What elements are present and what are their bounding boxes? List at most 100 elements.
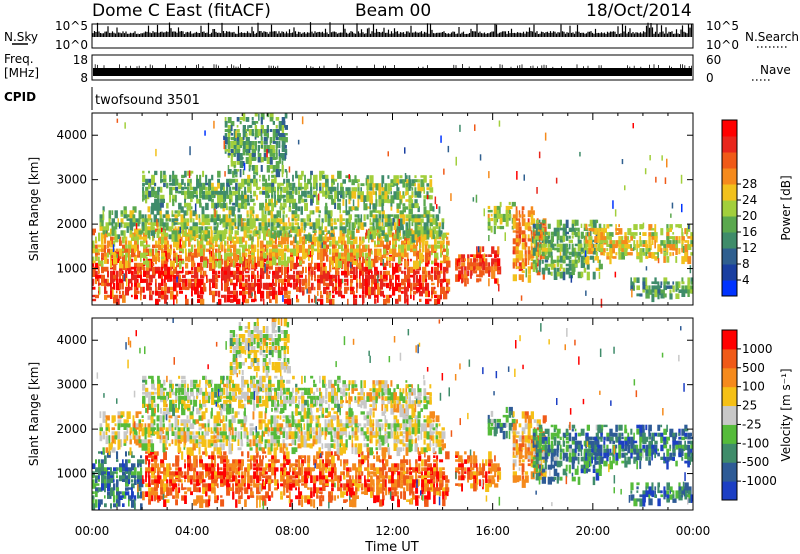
echo-cell	[252, 206, 255, 214]
echo-cell	[284, 133, 288, 136]
echo-cell	[518, 230, 522, 235]
echo-cell	[275, 133, 278, 141]
echo-cell	[304, 174, 306, 183]
echo-cell	[215, 290, 218, 297]
echo-cell	[151, 190, 154, 198]
echo-cell	[188, 228, 191, 236]
echo-cell	[234, 234, 237, 237]
echo-cell	[314, 240, 317, 247]
echo-cell	[285, 226, 289, 231]
echo-cell	[145, 475, 147, 483]
echo-cell	[252, 257, 254, 265]
echo-cell	[276, 200, 278, 205]
echo-cell	[138, 443, 143, 448]
echo-cell	[350, 278, 354, 284]
echo-cell	[494, 250, 498, 257]
echo-cell	[309, 226, 313, 230]
echo-cell	[597, 240, 600, 243]
echo-cell	[235, 130, 237, 139]
echo-cell	[119, 495, 123, 500]
echo-cell	[518, 226, 522, 232]
echo-cell	[137, 495, 142, 499]
echo-cell	[174, 431, 179, 436]
echo-cell	[271, 455, 275, 464]
echo-cell	[339, 230, 343, 239]
echo-cell	[406, 499, 410, 502]
echo-cell	[417, 222, 422, 225]
echo-cell	[147, 222, 152, 226]
y-tick-label: 4000	[56, 128, 87, 142]
echo-cell	[434, 196, 437, 205]
echo-cell	[287, 278, 291, 284]
echo-cell	[168, 423, 173, 432]
echo-cell	[263, 270, 266, 274]
echo-cell	[105, 431, 108, 435]
echo-cell	[499, 225, 505, 230]
echo-cell	[110, 475, 114, 478]
echo-cell	[191, 274, 196, 278]
echo-cell	[180, 214, 185, 224]
echo-cell	[577, 243, 583, 251]
echo-cell	[177, 435, 182, 439]
echo-cell	[365, 278, 368, 284]
echo-cell	[207, 230, 210, 239]
echo-cell	[651, 240, 654, 245]
echo-cell	[388, 475, 392, 483]
echo-cell	[365, 282, 369, 291]
echo-cell	[143, 248, 148, 253]
echo-cell	[241, 182, 245, 188]
echo-cell	[185, 252, 188, 260]
echo-cell	[422, 282, 425, 290]
echo-cell	[238, 491, 241, 495]
echo-cell	[113, 479, 115, 483]
echo-cell	[378, 199, 383, 207]
echo-cell	[335, 248, 339, 255]
echo-cell	[338, 286, 342, 292]
echo-cell	[202, 467, 205, 470]
echo-cell	[353, 240, 356, 245]
echo-cell	[272, 129, 277, 138]
echo-cell	[308, 294, 311, 304]
echo-cell	[290, 252, 293, 255]
echo-cell	[323, 244, 327, 250]
echo-cell	[690, 252, 693, 256]
echo-cell	[156, 431, 160, 439]
echo-cell	[292, 471, 295, 475]
echo-cell	[186, 431, 191, 438]
echo-cell	[236, 125, 239, 128]
echo-cell	[232, 491, 235, 500]
echo-cell	[383, 278, 388, 282]
echo-cell	[408, 203, 413, 209]
echo-cell	[330, 210, 333, 217]
echo-cell	[223, 190, 227, 196]
echo-cell	[129, 427, 133, 434]
echo-cell	[498, 120, 501, 127]
echo-cell	[186, 222, 190, 226]
echo-cell	[390, 183, 394, 186]
echo-cell	[368, 270, 370, 279]
echo-cell	[284, 153, 287, 159]
echo-cell	[153, 218, 158, 225]
echo-cell	[199, 198, 202, 206]
echo-cell	[215, 244, 219, 247]
echo-cell	[399, 199, 402, 205]
echo-cell	[571, 251, 575, 257]
echo-cell	[387, 175, 390, 179]
echo-cell	[278, 153, 284, 159]
echo-cell	[353, 244, 355, 252]
echo-cell	[138, 431, 141, 435]
echo-cell	[202, 170, 205, 178]
echo-cell	[660, 240, 664, 246]
echo-cell	[423, 187, 425, 194]
echo-cell	[406, 475, 410, 480]
echo-cell	[330, 222, 333, 228]
echo-cell	[589, 227, 592, 237]
echo-cell	[651, 232, 656, 237]
echo-cell	[131, 266, 135, 270]
echo-cell	[301, 198, 305, 203]
echo-cell	[185, 270, 189, 275]
echo-cell	[284, 248, 288, 252]
echo-cell	[310, 186, 313, 196]
echo-cell	[215, 252, 218, 259]
echo-cell	[223, 459, 228, 463]
